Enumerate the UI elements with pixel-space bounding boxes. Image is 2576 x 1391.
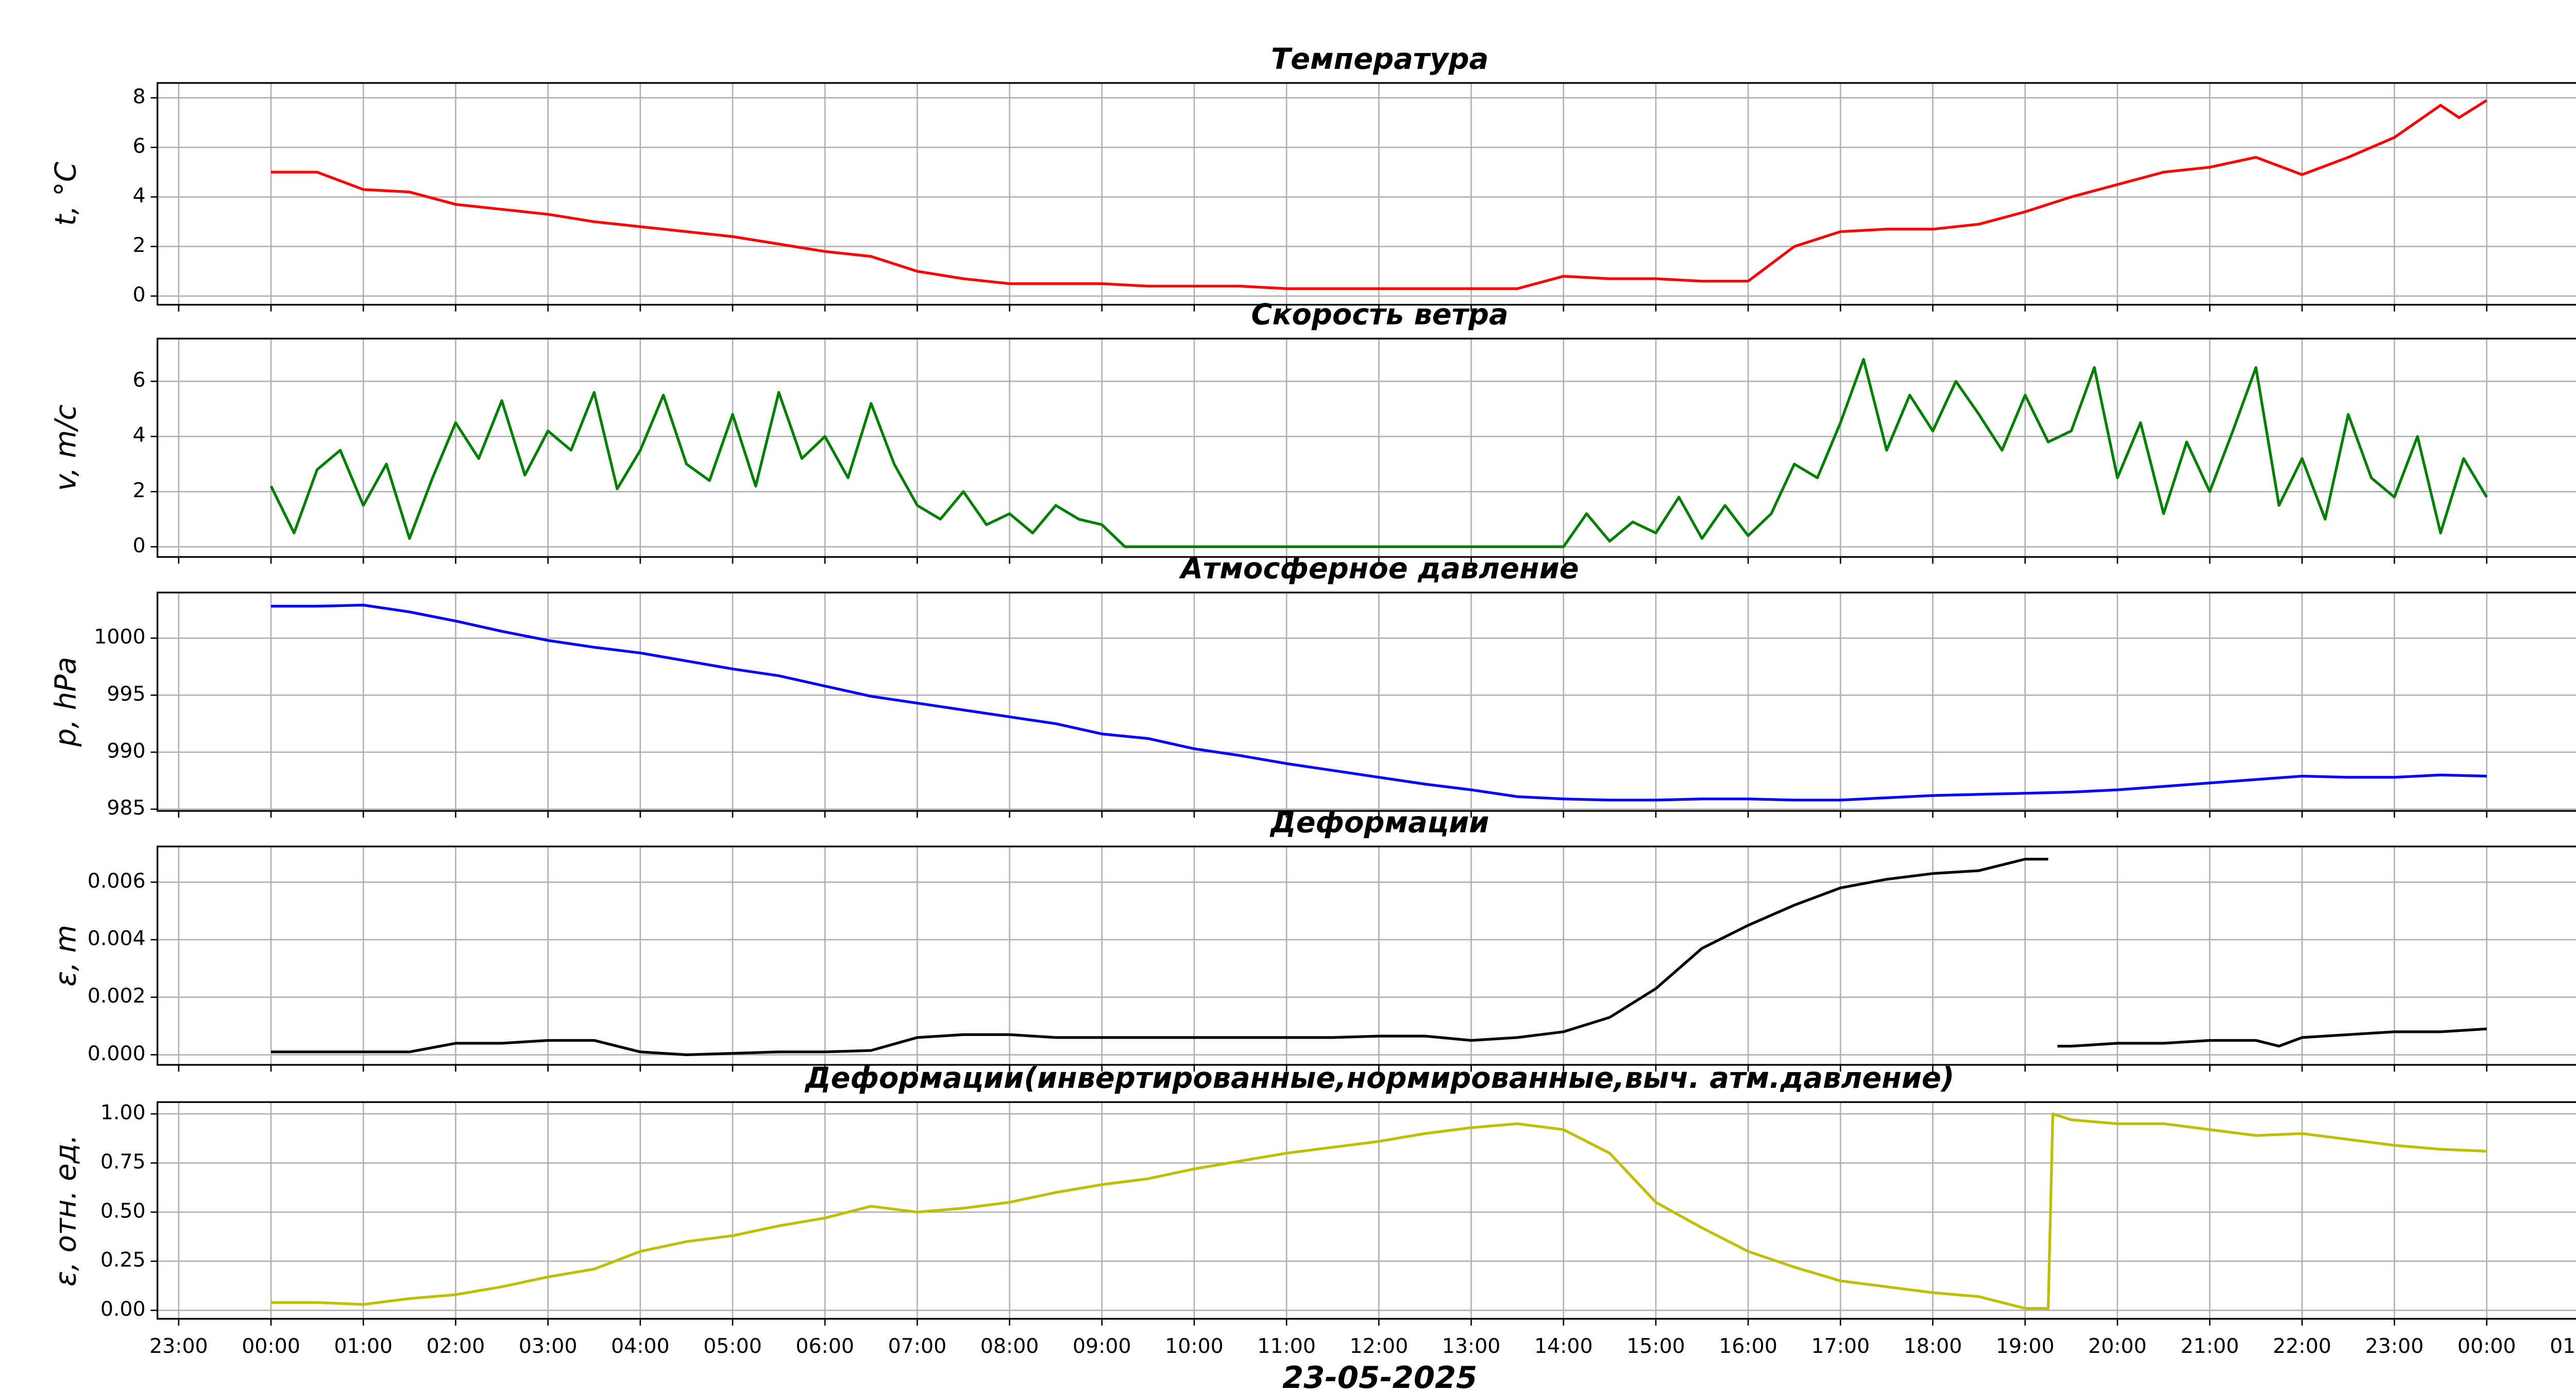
y-axis-label: t, °C — [49, 162, 83, 226]
x-tick-label: 05:00 — [703, 1334, 762, 1358]
x-tick-label: 07:00 — [888, 1334, 947, 1358]
data-line — [271, 857, 2487, 1057]
x-tick-label: 20:00 — [2088, 1334, 2147, 1358]
y-axis-label: ε, отн. ед. — [49, 1134, 83, 1286]
subplot-title: Атмосферное давление — [1179, 552, 1579, 586]
x-tick-label: 12:00 — [1350, 1334, 1409, 1358]
x-tick-label: 15:00 — [1626, 1334, 1685, 1358]
y-tick-label: 0.00 — [100, 1297, 146, 1321]
subplot-title: Температура — [1271, 42, 1488, 76]
y-axis-label: p, hPa — [49, 657, 83, 747]
axes-frame — [156, 337, 2576, 558]
x-tick-label: 23:00 — [2365, 1334, 2424, 1358]
y-tick-label: 0.004 — [88, 926, 146, 950]
subplot-title: Скорость ветра — [1251, 298, 1509, 332]
axes-frame — [156, 845, 2576, 1066]
subplot-title: Деформации — [1269, 806, 1489, 839]
x-tick-label: 08:00 — [980, 1334, 1039, 1358]
axes-frame — [156, 82, 2576, 306]
y-tick-label: 995 — [107, 682, 145, 706]
y-tick-label: 8 — [133, 84, 146, 108]
y-tick-label: 4 — [133, 184, 146, 208]
axes-frame — [156, 1101, 2576, 1320]
y-tick-label: 2 — [133, 479, 146, 502]
y-tick-label: 0.002 — [88, 984, 146, 1008]
axes-frame — [156, 591, 2576, 812]
x-tick-label: 10:00 — [1165, 1334, 1224, 1358]
x-tick-label: 14:00 — [1534, 1334, 1593, 1358]
y-tick-label: 6 — [133, 368, 146, 392]
x-tick-label: 22:00 — [2273, 1334, 2332, 1358]
x-tick-label: 11:00 — [1257, 1334, 1316, 1358]
x-tick-label: 04:00 — [611, 1334, 670, 1358]
y-tick-label: 1000 — [94, 625, 145, 649]
x-tick-label: 13:00 — [1442, 1334, 1501, 1358]
x-tick-label: 06:00 — [795, 1334, 854, 1358]
y-axis-label: v, m/c — [49, 404, 83, 491]
x-tick-label: 00:00 — [2458, 1334, 2516, 1358]
y-tick-label: 0.50 — [100, 1199, 146, 1223]
y-tick-label: 1.00 — [100, 1101, 146, 1125]
y-tick-label: 990 — [107, 739, 145, 763]
x-tick-label: 17:00 — [1811, 1334, 1870, 1358]
x-tick-label: 09:00 — [1073, 1334, 1131, 1358]
y-tick-label: 2 — [133, 233, 146, 257]
x-tick-label: 02:00 — [427, 1334, 485, 1358]
x-tick-label: 16:00 — [1719, 1334, 1777, 1358]
data-line — [271, 99, 2488, 290]
data-line — [269, 358, 2488, 548]
y-tick-label: 4 — [133, 423, 146, 447]
subplot-title: Деформации(инвертированные,нормированные… — [804, 1062, 1955, 1095]
y-tick-label: 0.75 — [100, 1150, 146, 1174]
x-tick-label: 21:00 — [2180, 1334, 2239, 1358]
x-tick-label: 23:00 — [149, 1334, 208, 1358]
x-axis-label: 23-05-2025 — [1282, 1360, 1477, 1391]
y-tick-label: 0 — [133, 534, 146, 557]
y-tick-label: 6 — [133, 134, 146, 158]
x-tick-label: 00:00 — [242, 1334, 300, 1358]
y-tick-label: 0.25 — [100, 1248, 146, 1272]
x-tick-label: 01:00 — [334, 1334, 393, 1358]
x-tick-label: 19:00 — [1996, 1334, 2055, 1358]
y-tick-label: 0.006 — [88, 869, 146, 893]
y-axis-label: ε, m — [49, 925, 83, 987]
x-tick-label: 18:00 — [1904, 1334, 1962, 1358]
y-tick-label: 985 — [107, 796, 145, 820]
y-tick-label: 0.000 — [88, 1042, 146, 1065]
x-tick-label: 03:00 — [519, 1334, 578, 1358]
x-tick-label: 01:00 — [2550, 1334, 2576, 1358]
y-tick-label: 0 — [133, 283, 146, 307]
data-line — [271, 603, 2487, 802]
data-line — [271, 1112, 2487, 1310]
